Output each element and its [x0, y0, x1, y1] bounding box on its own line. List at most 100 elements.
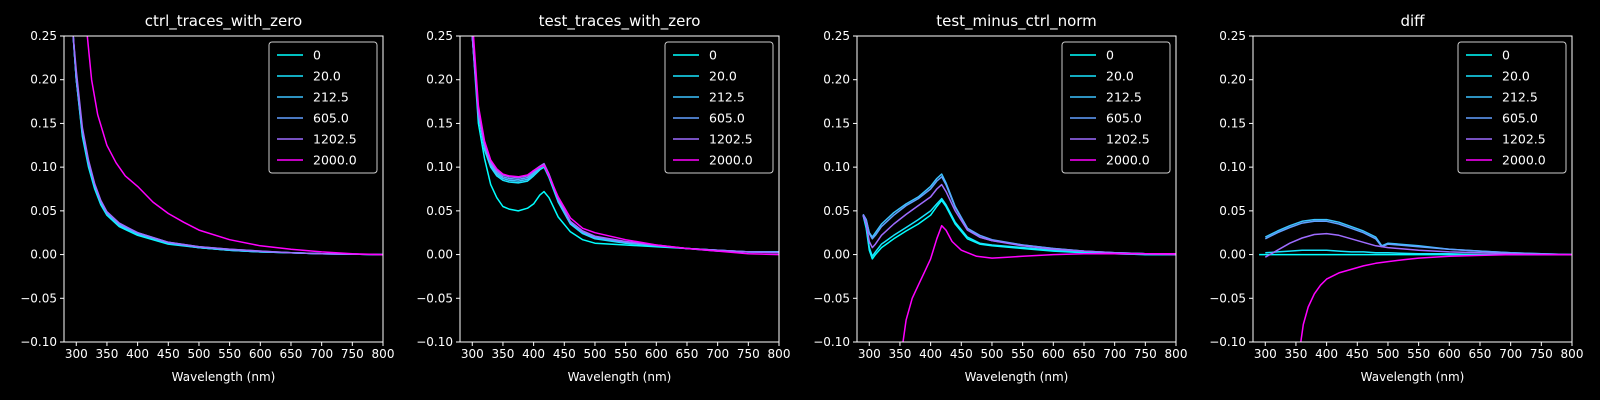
x-tick-label: 650 — [676, 347, 699, 361]
x-tick-label: 450 — [1346, 347, 1369, 361]
legend-label: 605.0 — [313, 111, 349, 126]
legend-label: 20.0 — [709, 69, 737, 84]
legend-box — [1457, 41, 1567, 174]
y-tick-label: 0.15 — [30, 116, 57, 130]
legend-label: 1202.5 — [1106, 132, 1150, 147]
series-line-20.0 — [862, 197, 1176, 258]
legend-label: 0 — [313, 48, 321, 63]
y-tick-label: 0.10 — [30, 160, 57, 174]
y-tick-label: 0.10 — [823, 160, 850, 174]
legend-label: 605.0 — [1106, 111, 1142, 126]
x-tick-label: 400 — [919, 347, 942, 361]
x-tick-label: 750 — [341, 347, 364, 361]
y-tick-label: 0.05 — [426, 204, 453, 218]
series-line-2000.0 — [902, 224, 1176, 342]
y-tick-label: −0.05 — [416, 291, 453, 305]
plot-area — [856, 35, 1177, 343]
x-tick-label: 650 — [1469, 347, 1492, 361]
series-line-605.0 — [862, 176, 1176, 256]
series-group — [1259, 218, 1572, 342]
x-tick-label: 350 — [888, 347, 911, 361]
legend-label: 2000.0 — [1502, 153, 1546, 168]
y-tick-label: 0.25 — [1219, 29, 1246, 43]
chart-panel-2: test_traces_with_zero 300 350 400 450 500 550 6… — [416, 12, 790, 384]
legend-label: 212.5 — [1106, 90, 1142, 105]
x-tick-label: 450 — [553, 347, 576, 361]
legend-label: 1202.5 — [709, 132, 753, 147]
x-tick-label: 500 — [584, 347, 607, 361]
x-tick-label: 400 — [126, 347, 149, 361]
x-tick-label: 450 — [157, 347, 180, 361]
x-tick-label: 500 — [981, 347, 1004, 361]
legend-label: 20.0 — [1502, 69, 1530, 84]
y-tick-label: 0.15 — [426, 116, 453, 130]
x-tick-label: 700 — [1499, 347, 1522, 361]
y-tick-label: 0.00 — [1219, 248, 1246, 262]
legend: 0 20.0 212.5 605.0 1202.5 2000.0 — [664, 41, 774, 174]
x-axis-label: Wavelength (nm) — [568, 370, 672, 384]
x-tick-label: 500 — [1377, 347, 1400, 361]
x-tick-label: 650 — [280, 347, 303, 361]
y-tick-label: 0.00 — [426, 248, 453, 262]
series-line-605.0 — [1264, 220, 1572, 256]
series-group — [72, 36, 383, 256]
legend-label: 605.0 — [1502, 111, 1538, 126]
series-line-212.5 — [862, 173, 1176, 256]
chart-panel-3: test_minus_ctrl_norm 300 350 400 450 500 550 60… — [813, 12, 1187, 384]
legend-label: 2000.0 — [709, 153, 753, 168]
y-tick-label: −0.10 — [416, 335, 453, 349]
y-tick-label: −0.10 — [20, 335, 57, 349]
x-tick-label: 400 — [522, 347, 545, 361]
x-tick-label: 450 — [950, 347, 973, 361]
legend-box — [1061, 41, 1171, 174]
x-tick-label: 350 — [1284, 347, 1307, 361]
series-group — [862, 173, 1176, 342]
legend-label: 0 — [709, 48, 717, 63]
series-line-2000.0 — [472, 36, 779, 256]
series-group — [471, 36, 779, 256]
x-tick-label: 550 — [218, 347, 241, 361]
y-tick-label: 0.20 — [426, 73, 453, 87]
x-tick-label: 700 — [1103, 347, 1126, 361]
y-tick-label: −0.05 — [1209, 291, 1246, 305]
y-tick-label: 0.10 — [1219, 160, 1246, 174]
x-tick-label: 750 — [1134, 347, 1157, 361]
x-tick-label: 300 — [461, 347, 484, 361]
x-tick-label: 800 — [372, 347, 395, 361]
x-tick-label: 300 — [65, 347, 88, 361]
chart-title: test_traces_with_zero — [539, 12, 701, 31]
legend-label: 1202.5 — [313, 132, 357, 147]
x-tick-label: 550 — [1407, 347, 1430, 361]
x-tick-label: 750 — [737, 347, 760, 361]
x-tick-label: 550 — [1011, 347, 1034, 361]
plot-area — [63, 35, 384, 343]
y-tick-label: 0.15 — [1219, 116, 1246, 130]
legend: 0 20.0 212.5 605.0 1202.5 2000.0 — [1061, 41, 1171, 174]
x-tick-label: 650 — [1073, 347, 1096, 361]
legend: 0 20.0 212.5 605.0 1202.5 2000.0 — [1457, 41, 1567, 174]
series-line-1202.5 — [72, 36, 383, 256]
y-tick-label: −0.10 — [813, 335, 850, 349]
x-tick-label: 350 — [491, 347, 514, 361]
x-tick-label: 600 — [645, 347, 668, 361]
legend-label: 0 — [1502, 48, 1510, 63]
series-line-2000.0 — [86, 36, 383, 256]
chart-panel-1: ctrl_traces_with_zero 300 350 400 450 500 550 6… — [20, 12, 394, 384]
x-tick-label: 800 — [1561, 347, 1584, 361]
y-tick-label: 0.05 — [30, 204, 57, 218]
legend-label: 2000.0 — [1106, 153, 1150, 168]
x-tick-label: 300 — [1254, 347, 1277, 361]
y-tick-label: 0.05 — [1219, 204, 1246, 218]
series-line-1202.5 — [1264, 232, 1572, 258]
legend: 0 20.0 212.5 605.0 1202.5 2000.0 — [268, 41, 378, 174]
legend-label: 20.0 — [313, 69, 341, 84]
y-tick-label: 0.15 — [823, 116, 850, 130]
y-tick-label: −0.10 — [1209, 335, 1246, 349]
chart-title: ctrl_traces_with_zero — [145, 12, 302, 31]
x-tick-label: 500 — [188, 347, 211, 361]
y-tick-label: 0.25 — [426, 29, 453, 43]
legend-label: 20.0 — [1106, 69, 1134, 84]
x-tick-label: 550 — [614, 347, 637, 361]
legend-label: 605.0 — [709, 111, 745, 126]
